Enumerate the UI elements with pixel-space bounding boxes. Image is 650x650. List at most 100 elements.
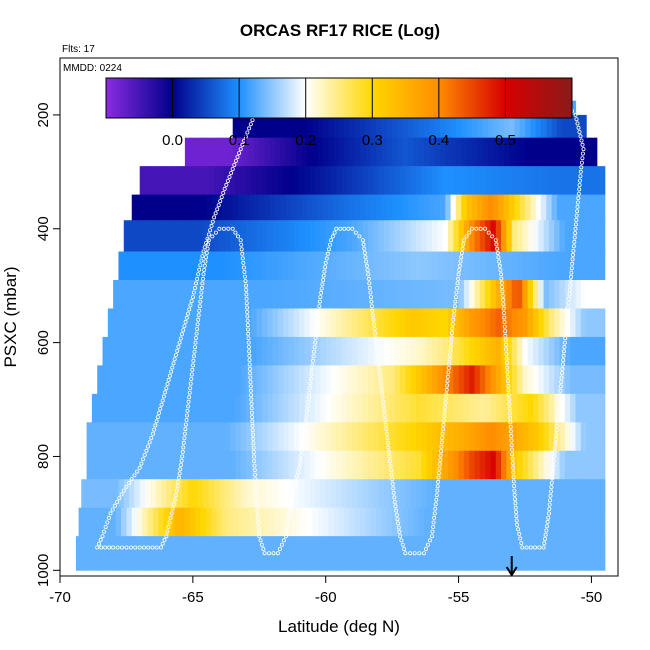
flight-track-point [503,338,508,343]
heatmap-cell [517,251,523,281]
heatmap-cell [447,479,454,509]
heatmap-cell [131,507,138,537]
heatmap-cell [463,393,470,423]
flight-track-point [218,199,223,204]
flight-track-point [261,547,266,552]
flight-track-point [444,392,449,397]
flight-track-point [319,290,324,295]
flight-track-point [573,112,578,117]
heatmap-cell [453,251,460,281]
heatmap-cell [176,365,183,395]
heatmap-cell [113,365,120,395]
flight-track-point [571,248,576,253]
heatmap-cell [458,422,465,452]
flight-track-point [518,536,523,541]
heatmap-cell [150,308,157,338]
heatmap-cell [166,422,173,452]
heatmap-cell [129,308,135,338]
heatmap-cell [580,422,587,452]
heatmap-cell [389,536,396,571]
heatmap-cell [591,536,598,571]
heatmap-cell [325,393,332,423]
flight-track-point [195,276,200,281]
heatmap-cell [487,194,494,221]
flight-track-point [438,453,443,458]
heatmap-cell [479,251,486,281]
heatmap-cell [400,280,407,309]
flight-track-point [501,297,506,302]
heatmap-cell [586,336,593,366]
heatmap-cell [362,393,369,423]
flight-track-point [212,215,217,220]
heatmap-cell [230,365,236,395]
flight-track-point [555,423,560,428]
heatmap-cell [331,308,337,338]
heatmap-cell [447,280,454,309]
heatmap-cell [288,280,295,309]
heatmap-cell [474,251,481,281]
flight-track-point [558,393,563,398]
heatmap-cell [400,422,407,452]
heatmap-cell [530,194,537,221]
heatmap-cell [182,251,189,281]
flight-track-point [499,272,504,277]
flight-track-point [292,487,297,492]
heatmap-cell [532,336,539,366]
heatmap-cell [479,280,486,309]
heatmap-cell [208,365,215,395]
flight-track-point [193,340,198,345]
flight-track-point [201,272,206,277]
heatmap-cell [126,507,133,537]
heatmap-cell [267,280,274,309]
heatmap-cell [232,114,239,139]
heatmap-cell [176,536,183,571]
heatmap-cell [522,479,529,509]
heatmap-cell [591,308,598,338]
heatmap-cell [384,308,391,338]
heatmap-cell [293,166,300,196]
heatmap-cell [538,422,545,452]
heatmap-cell [251,536,258,571]
flight-track-point [496,255,501,260]
heatmap-cell [424,194,430,221]
heatmap-cell [155,479,162,509]
flight-track-point [372,326,377,331]
heatmap-cell [410,308,417,338]
heatmap-cell [373,220,380,252]
heatmap-cell [315,280,321,309]
flight-track-point [307,390,312,395]
flight-track-point [451,313,456,318]
heatmap-cell [150,450,157,480]
heatmap-cell [453,166,460,196]
heatmap-cell [238,194,244,221]
heatmap-cell [432,365,438,395]
heatmap-cell [139,166,146,196]
flight-track-point [174,488,179,493]
heatmap-cell [307,194,314,221]
heatmap-cell [208,308,215,338]
heatmap-cell [392,194,399,221]
flight-track-point [457,267,462,272]
heatmap-cell [267,393,274,423]
flight-track-point [576,191,581,196]
heatmap-cell [187,536,194,571]
flight-track-point [500,293,505,298]
flight-track-point [203,259,208,264]
heatmap-cell [344,114,351,139]
heatmap-cell [214,536,221,571]
heatmap-cell [190,194,197,221]
heatmap-cell [519,137,526,167]
heatmap-cell [373,422,380,452]
heatmap-cell [421,536,428,571]
heatmap-cell [572,100,577,116]
heatmap-cell [365,114,372,139]
flight-track-point [99,545,104,550]
heatmap-cell [437,251,444,281]
heatmap-cell [97,365,104,395]
heatmap-cell [296,194,303,221]
heatmap-cell [352,393,359,423]
flight-track-point [259,542,264,547]
heatmap-cell [392,507,399,537]
heatmap-cell [259,114,266,139]
heatmap-cell [235,251,242,281]
